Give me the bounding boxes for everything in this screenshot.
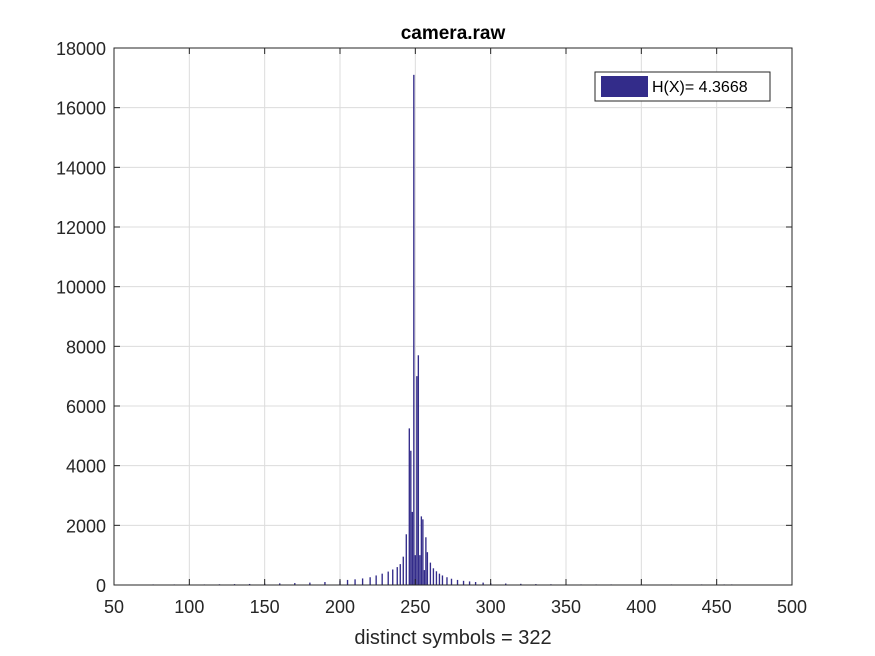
histogram-bar [408,428,410,585]
y-tick-label: 4000 [66,457,106,477]
histogram-bar [413,74,415,585]
histogram-bar [354,579,356,585]
legend-label: H(X)= 4.3668 [652,79,748,96]
y-tick-label: 2000 [66,516,106,536]
histogram-bar [309,582,311,585]
histogram-bar [416,376,418,585]
y-tick-label: 0 [96,576,106,596]
histogram-bar [435,571,438,585]
histogram-bar [387,571,389,585]
y-tick-label: 6000 [66,397,106,417]
x-tick-label: 200 [325,597,355,617]
y-tick-label: 10000 [56,278,106,298]
histogram-bar [422,519,424,585]
x-tick-label: 100 [174,597,204,617]
bars [152,74,733,585]
x-tick-label: 150 [250,597,280,617]
histogram-bar [324,582,326,585]
histogram-bar [411,511,413,585]
histogram-bar [420,516,423,585]
histogram-bar [396,567,398,585]
y-tick-label: 8000 [66,337,106,357]
histogram-bar [474,582,477,585]
histogram-bar [482,582,484,585]
histogram-bar [402,556,404,585]
histogram-bar [468,581,471,585]
histogram-bar [505,583,507,585]
histogram-bar [417,355,420,585]
histogram-bar [346,579,349,585]
histogram-bar [381,573,383,585]
histogram-bar [432,568,435,585]
x-tick-label: 300 [476,597,506,617]
axis-ticks: 50 100 150 200 250 300 350 400 450 500 0 2000 4000 60… [56,39,807,617]
x-tick-label: 500 [777,597,807,617]
legend-swatch [601,76,648,97]
y-tick-label: 16000 [56,99,106,119]
x-tick-label: 250 [400,597,430,617]
histogram-bar [392,569,394,585]
x-tick-label: 400 [626,597,656,617]
histogram-bar [375,575,377,585]
histogram-bar [450,578,453,585]
chart-title: camera.raw [401,23,506,44]
histogram-bar [279,583,281,585]
histogram-bar [369,577,371,585]
plot-area [114,48,792,585]
y-tick-label: 18000 [56,39,106,59]
histogram-bar [414,555,417,585]
legend: H(X)= 4.3668 [594,71,771,102]
histogram-bar [405,534,407,585]
histogram-bar [425,537,427,585]
x-tick-label: 450 [702,597,732,617]
histogram-bar [248,583,251,585]
histogram-bar [399,564,401,585]
axes-frame [113,47,793,586]
y-tick-label: 14000 [56,158,106,178]
histogram-bar [441,575,444,585]
x-axis-label: distinct symbols = 322 [354,627,551,649]
histogram-bar [456,579,459,585]
histogram-bar [294,583,296,585]
histogram-bar [438,573,441,585]
x-tick-label: 50 [104,597,124,617]
histogram-bar [410,450,412,585]
histogram-bar [446,577,448,585]
histogram-bar [520,583,522,585]
y-tick-label: 12000 [56,218,106,238]
histogram-bar [426,552,429,585]
x-tick-label: 350 [551,597,581,617]
histogram-bar [462,580,465,585]
histogram-bar [419,555,421,585]
histogram-bar [423,570,426,585]
histogram-bar [361,578,364,585]
histogram-bar [429,562,432,585]
